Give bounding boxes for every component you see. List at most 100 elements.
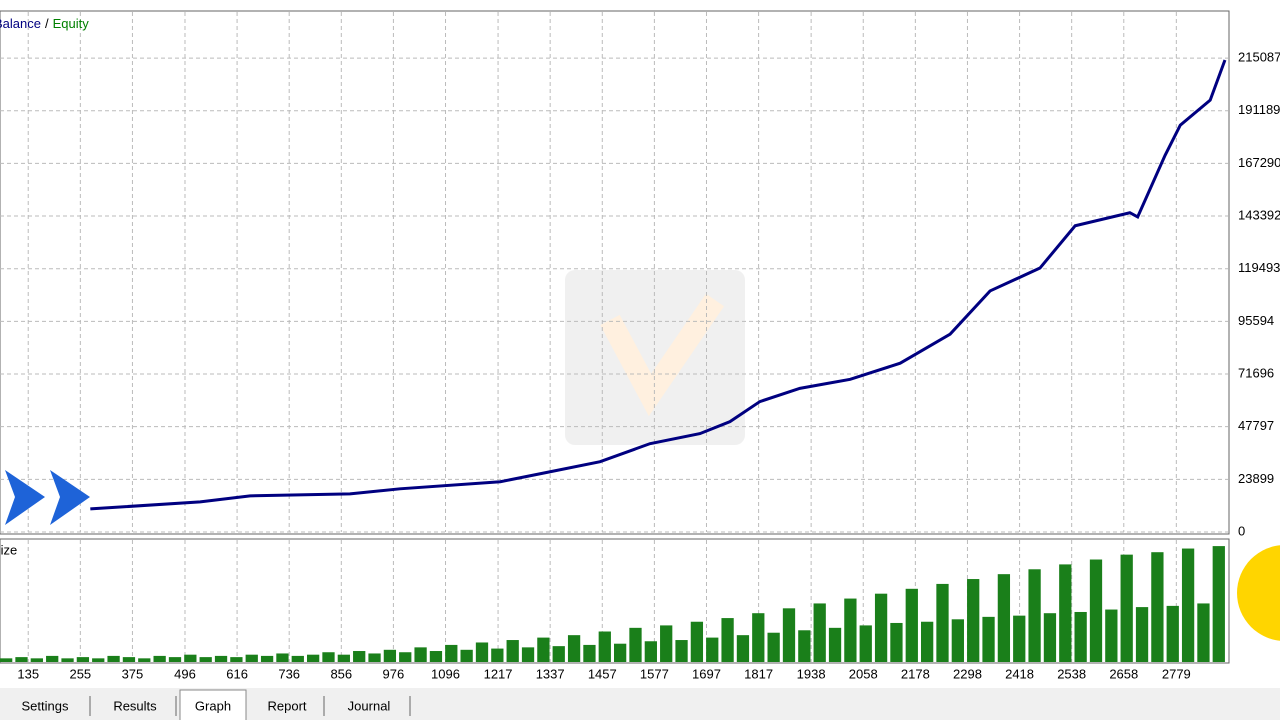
- size-bar: [138, 658, 151, 662]
- tab[interactable]: Journal: [348, 698, 391, 713]
- tab[interactable]: Settings: [22, 698, 69, 713]
- size-bar: [844, 598, 857, 662]
- size-bar: [506, 640, 519, 662]
- size-bar: [245, 654, 258, 662]
- legend: Balance / Equity: [0, 16, 89, 31]
- size-bar: [598, 631, 611, 662]
- size-bar: [337, 654, 350, 662]
- size-bar: [736, 635, 750, 662]
- size-bar: [690, 621, 704, 662]
- size-bar: [936, 583, 949, 662]
- size-bar: [967, 579, 980, 662]
- balance-panel: [0, 10, 1230, 535]
- x-tick-label: 1457: [588, 666, 617, 681]
- x-tick-label: 2779: [1162, 666, 1191, 681]
- size-bar: [552, 646, 565, 662]
- size-bar: [890, 622, 903, 662]
- size-bar: [567, 635, 581, 662]
- size-bar: [1120, 554, 1133, 662]
- size-bar: [1074, 611, 1087, 662]
- size-bar: [767, 632, 780, 662]
- y-tick-label: 95594: [1238, 313, 1274, 328]
- size-bar: [230, 657, 243, 662]
- size-bar: [1013, 615, 1026, 662]
- tabs: Settings Results Graph Report Journal: [22, 689, 411, 720]
- size-bar: [660, 625, 673, 662]
- panel-title: Size: [0, 542, 17, 557]
- size-bar: [1212, 546, 1225, 662]
- size-bar: [475, 642, 489, 662]
- y-tick-label: 71696: [1238, 365, 1274, 380]
- size-bar: [521, 647, 535, 662]
- size-bar: [1043, 613, 1057, 662]
- y-tick-label: 23899: [1238, 471, 1274, 486]
- size-bar: [414, 647, 427, 662]
- grid: [0, 12, 1228, 662]
- size-bar: [322, 652, 335, 662]
- size-bar: [1151, 552, 1164, 662]
- x-tick-label: 2658: [1109, 666, 1138, 681]
- x-tick-label: 1697: [692, 666, 721, 681]
- balance-line: [90, 59, 1227, 511]
- x-tick-label: 2298: [953, 666, 982, 681]
- size-bar: [46, 655, 59, 662]
- size-bar: [214, 655, 228, 662]
- size-bar: [460, 649, 473, 662]
- x-tick-label: 2058: [849, 666, 878, 681]
- tab[interactable]: Report: [267, 698, 306, 713]
- size-bar: [997, 574, 1011, 662]
- size-bar: [15, 657, 28, 662]
- size-bar: [307, 654, 320, 662]
- size-bar: [1105, 609, 1118, 662]
- size-bar: [721, 618, 734, 662]
- size-bar: [199, 657, 212, 662]
- tab[interactable]: Results: [113, 698, 157, 713]
- x-tick-label: 2178: [901, 666, 930, 681]
- x-tick-label: 976: [383, 666, 405, 681]
- x-tick-label: 1938: [797, 666, 826, 681]
- legend-entry: Equity: [53, 16, 90, 31]
- size-bar: [260, 655, 274, 662]
- size-bar: [383, 649, 397, 662]
- arrows: [5, 470, 90, 525]
- size-bar: [0, 658, 13, 662]
- size-bar: [921, 621, 934, 662]
- marks: [0, 59, 1227, 662]
- cursor-highlight: [1237, 545, 1280, 641]
- size-bar: [122, 657, 136, 662]
- active-tab: [179, 689, 247, 720]
- size-bar: [153, 655, 166, 662]
- size-bar: [1181, 548, 1195, 662]
- size-bar: [168, 657, 182, 662]
- size-bar: [276, 653, 289, 662]
- size-bar: [1135, 607, 1149, 662]
- x-tick-label: 255: [69, 666, 91, 681]
- size-bar: [828, 627, 842, 662]
- x-tick-label: 1337: [536, 666, 565, 681]
- y-tick-label: 119493: [1238, 260, 1280, 275]
- x-tick-label: 1217: [484, 666, 513, 681]
- size-bar: [1089, 559, 1103, 662]
- size-bar: [429, 651, 443, 662]
- x-tick-label: 2538: [1057, 666, 1086, 681]
- size-bar: [107, 655, 120, 662]
- size-bar: [61, 658, 74, 662]
- size-bar: [675, 640, 688, 662]
- x-tick-label: 1577: [640, 666, 669, 681]
- size-bar: [184, 654, 197, 662]
- labels: 0 23899 47797 71696 95594 119493 143392 167290 1…: [0, 16, 1280, 681]
- size-bar: [859, 625, 872, 662]
- size-bar: [491, 648, 504, 662]
- y-tick-label: 167290: [1238, 155, 1280, 170]
- watermark: [565, 270, 745, 445]
- x-tick-label: 1096: [431, 666, 460, 681]
- size-bar: [291, 655, 304, 662]
- x-tick-label: 2418: [1005, 666, 1034, 681]
- size-bar: [445, 644, 458, 662]
- x-tick-label: 375: [122, 666, 144, 681]
- tab[interactable]: Graph: [195, 698, 231, 713]
- y-tick-label: 215087: [1238, 50, 1280, 65]
- size-bar: [951, 619, 964, 662]
- x-tick-label: 496: [174, 666, 196, 681]
